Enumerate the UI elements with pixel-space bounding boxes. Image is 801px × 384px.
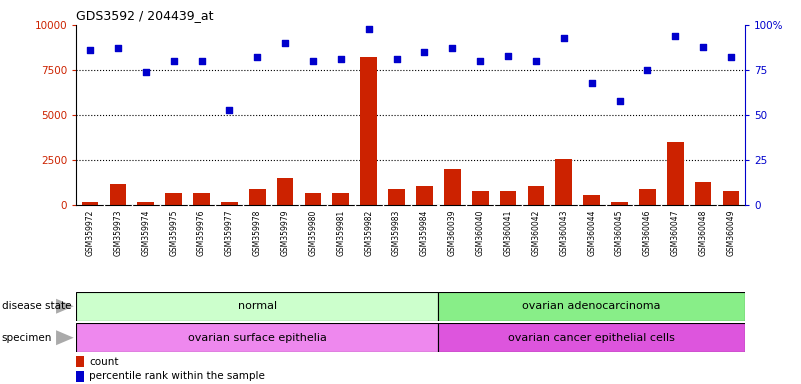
Point	[279, 40, 292, 46]
Bar	[360, 58, 377, 205]
Point	[83, 47, 96, 53]
Bar	[76, 292, 438, 321]
Bar	[277, 178, 293, 205]
Text: GSM360042: GSM360042	[531, 210, 541, 256]
Point	[446, 45, 459, 51]
Text: GSM360040: GSM360040	[476, 210, 485, 256]
Text: GSM360046: GSM360046	[643, 210, 652, 256]
Point	[586, 79, 598, 86]
Text: GSM359978: GSM359978	[253, 210, 262, 256]
Point	[557, 35, 570, 41]
Bar	[76, 356, 84, 367]
Text: GSM359980: GSM359980	[308, 210, 317, 256]
Bar	[611, 202, 628, 205]
Point	[641, 67, 654, 73]
Point	[725, 55, 738, 61]
Bar	[76, 371, 84, 382]
Point	[501, 53, 514, 59]
Text: GSM360048: GSM360048	[698, 210, 707, 256]
Text: ovarian cancer epithelial cells: ovarian cancer epithelial cells	[508, 333, 675, 343]
Text: ovarian adenocarcinoma: ovarian adenocarcinoma	[522, 301, 661, 311]
Text: GSM360041: GSM360041	[504, 210, 513, 256]
Bar	[472, 191, 489, 205]
Bar	[639, 189, 656, 205]
Bar	[667, 142, 683, 205]
Text: GSM360047: GSM360047	[670, 210, 680, 256]
Point	[697, 43, 710, 50]
Bar	[249, 189, 266, 205]
Bar	[304, 193, 321, 205]
Point	[473, 58, 486, 64]
Text: disease state: disease state	[2, 301, 71, 311]
Point	[613, 98, 626, 104]
Text: GSM359984: GSM359984	[420, 210, 429, 256]
Point	[390, 56, 403, 62]
Bar	[528, 185, 545, 205]
Bar	[388, 189, 405, 205]
Bar	[76, 323, 438, 352]
Bar	[82, 202, 99, 205]
Point	[111, 45, 124, 51]
Text: GSM359976: GSM359976	[197, 210, 206, 256]
Point	[167, 58, 180, 64]
Bar	[138, 202, 154, 205]
Bar	[694, 182, 711, 205]
Text: normal: normal	[238, 301, 277, 311]
Point	[195, 58, 208, 64]
Bar	[583, 195, 600, 205]
Point	[335, 56, 348, 62]
Polygon shape	[56, 330, 74, 345]
Bar	[165, 193, 182, 205]
Bar	[332, 193, 349, 205]
Bar	[438, 323, 745, 352]
Text: count: count	[89, 357, 119, 367]
Text: GSM359979: GSM359979	[280, 210, 290, 256]
Text: GSM359975: GSM359975	[169, 210, 178, 256]
Text: GSM359981: GSM359981	[336, 210, 345, 256]
Bar	[193, 193, 210, 205]
Text: GSM359974: GSM359974	[141, 210, 151, 256]
Text: GSM360039: GSM360039	[448, 210, 457, 256]
Point	[529, 58, 542, 64]
Bar	[723, 191, 739, 205]
Point	[223, 107, 235, 113]
Point	[418, 49, 431, 55]
Text: GSM359973: GSM359973	[114, 210, 123, 256]
Point	[362, 25, 375, 31]
Text: GSM360043: GSM360043	[559, 210, 568, 256]
Point	[669, 33, 682, 39]
Bar	[438, 292, 745, 321]
Point	[251, 55, 264, 61]
Point	[139, 69, 152, 75]
Text: GSM359983: GSM359983	[392, 210, 401, 256]
Text: GSM360044: GSM360044	[587, 210, 596, 256]
Bar	[555, 159, 572, 205]
Bar	[500, 191, 517, 205]
Text: ovarian surface epithelia: ovarian surface epithelia	[187, 333, 327, 343]
Text: GDS3592 / 204439_at: GDS3592 / 204439_at	[76, 9, 214, 22]
Text: GSM359982: GSM359982	[364, 210, 373, 256]
Bar	[110, 184, 127, 205]
Text: GSM359977: GSM359977	[225, 210, 234, 256]
Text: GSM360049: GSM360049	[727, 210, 735, 256]
Text: GSM359972: GSM359972	[86, 210, 95, 256]
Polygon shape	[56, 299, 74, 314]
Bar	[221, 202, 238, 205]
Bar	[444, 169, 461, 205]
Text: GSM360045: GSM360045	[615, 210, 624, 256]
Text: specimen: specimen	[2, 333, 52, 343]
Text: percentile rank within the sample: percentile rank within the sample	[89, 371, 265, 381]
Bar	[416, 185, 433, 205]
Point	[307, 58, 320, 64]
